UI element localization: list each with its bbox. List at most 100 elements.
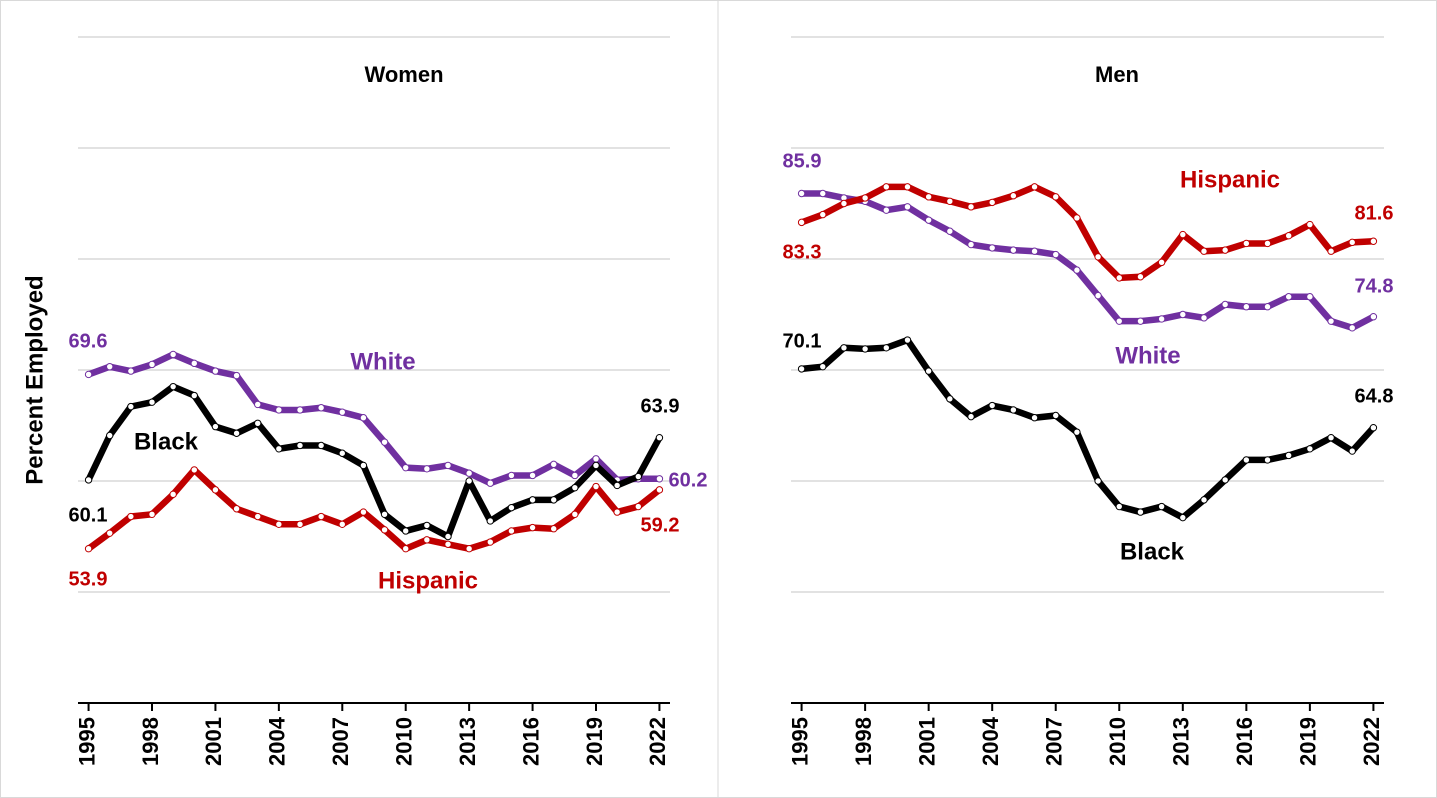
data-label: 81.6 xyxy=(1355,202,1394,224)
point xyxy=(1369,313,1378,321)
point xyxy=(946,227,954,235)
point xyxy=(444,540,452,548)
x-tick-label: 2019 xyxy=(1296,717,1321,766)
point xyxy=(338,449,346,457)
point xyxy=(254,512,262,521)
point xyxy=(127,367,135,375)
series-label: Black xyxy=(1120,538,1185,565)
series-label: Hispanic xyxy=(378,567,478,594)
point xyxy=(571,471,579,480)
line xyxy=(86,466,662,552)
point xyxy=(861,345,869,353)
data-label: 59.2 xyxy=(641,514,680,536)
point xyxy=(1094,477,1102,485)
point xyxy=(571,510,579,518)
point xyxy=(106,362,114,371)
point xyxy=(1157,315,1166,323)
point xyxy=(338,520,346,528)
point xyxy=(254,400,262,409)
point xyxy=(1094,291,1102,300)
point xyxy=(465,469,473,477)
point xyxy=(275,445,283,453)
point xyxy=(1327,247,1335,255)
point xyxy=(84,370,93,379)
point xyxy=(1179,310,1187,319)
point xyxy=(380,438,389,446)
point xyxy=(1306,293,1314,301)
point xyxy=(1094,253,1102,261)
point xyxy=(1115,274,1123,282)
point xyxy=(592,461,600,470)
point xyxy=(465,477,473,485)
point xyxy=(1221,246,1229,254)
point xyxy=(1009,246,1018,254)
point xyxy=(1073,214,1081,222)
point xyxy=(1348,238,1356,247)
x-tick-label: 2010 xyxy=(1105,717,1130,766)
point xyxy=(1136,273,1145,281)
point xyxy=(924,193,933,201)
point xyxy=(924,367,933,375)
point xyxy=(1009,406,1018,414)
point xyxy=(317,404,325,412)
data-label: 64.8 xyxy=(1355,385,1394,407)
point xyxy=(550,496,558,504)
point xyxy=(254,419,262,427)
point xyxy=(988,401,996,410)
x-tick-label: 2004 xyxy=(978,716,1003,766)
point xyxy=(1009,192,1018,200)
point xyxy=(1327,434,1335,442)
point xyxy=(1306,445,1314,453)
point xyxy=(423,521,431,530)
point xyxy=(1306,220,1314,229)
point xyxy=(967,412,975,421)
point xyxy=(840,344,848,352)
line xyxy=(801,190,1375,332)
point xyxy=(232,429,241,437)
point xyxy=(1369,237,1378,245)
point xyxy=(423,465,431,473)
data-label: 63.9 xyxy=(641,395,680,417)
point xyxy=(486,517,494,525)
point xyxy=(1136,508,1145,516)
point xyxy=(1136,317,1145,325)
point xyxy=(840,199,848,208)
point xyxy=(296,520,304,528)
data-label: 60.2 xyxy=(669,469,708,491)
point xyxy=(106,431,114,440)
x-tick-label: 1998 xyxy=(138,717,163,766)
point xyxy=(550,525,558,533)
x-tick-label: 2004 xyxy=(265,716,290,766)
point xyxy=(296,406,304,414)
point xyxy=(861,194,869,202)
point xyxy=(1030,414,1039,422)
point xyxy=(84,476,93,484)
point xyxy=(486,479,494,487)
point xyxy=(169,382,177,391)
point xyxy=(819,362,827,371)
point xyxy=(903,203,912,211)
point xyxy=(1030,247,1039,255)
point xyxy=(1348,324,1356,332)
x-tick-label: 2016 xyxy=(518,717,543,766)
point xyxy=(1242,456,1251,464)
point xyxy=(634,502,642,511)
point xyxy=(550,460,558,469)
x-tick-label: 2007 xyxy=(328,717,353,766)
point xyxy=(169,350,177,359)
x-tick-label: 2022 xyxy=(645,717,670,766)
x-tick-label: 2013 xyxy=(455,717,480,766)
point xyxy=(1200,314,1208,322)
point xyxy=(169,490,177,499)
data-label: 83.3 xyxy=(783,241,822,263)
point xyxy=(127,402,135,411)
point xyxy=(592,482,600,491)
x-tick-label: 2007 xyxy=(1042,717,1067,766)
point xyxy=(380,510,389,518)
point xyxy=(1242,303,1251,311)
point xyxy=(232,505,241,513)
point xyxy=(1348,447,1356,455)
data-label: 74.8 xyxy=(1355,275,1394,297)
point xyxy=(634,472,642,481)
